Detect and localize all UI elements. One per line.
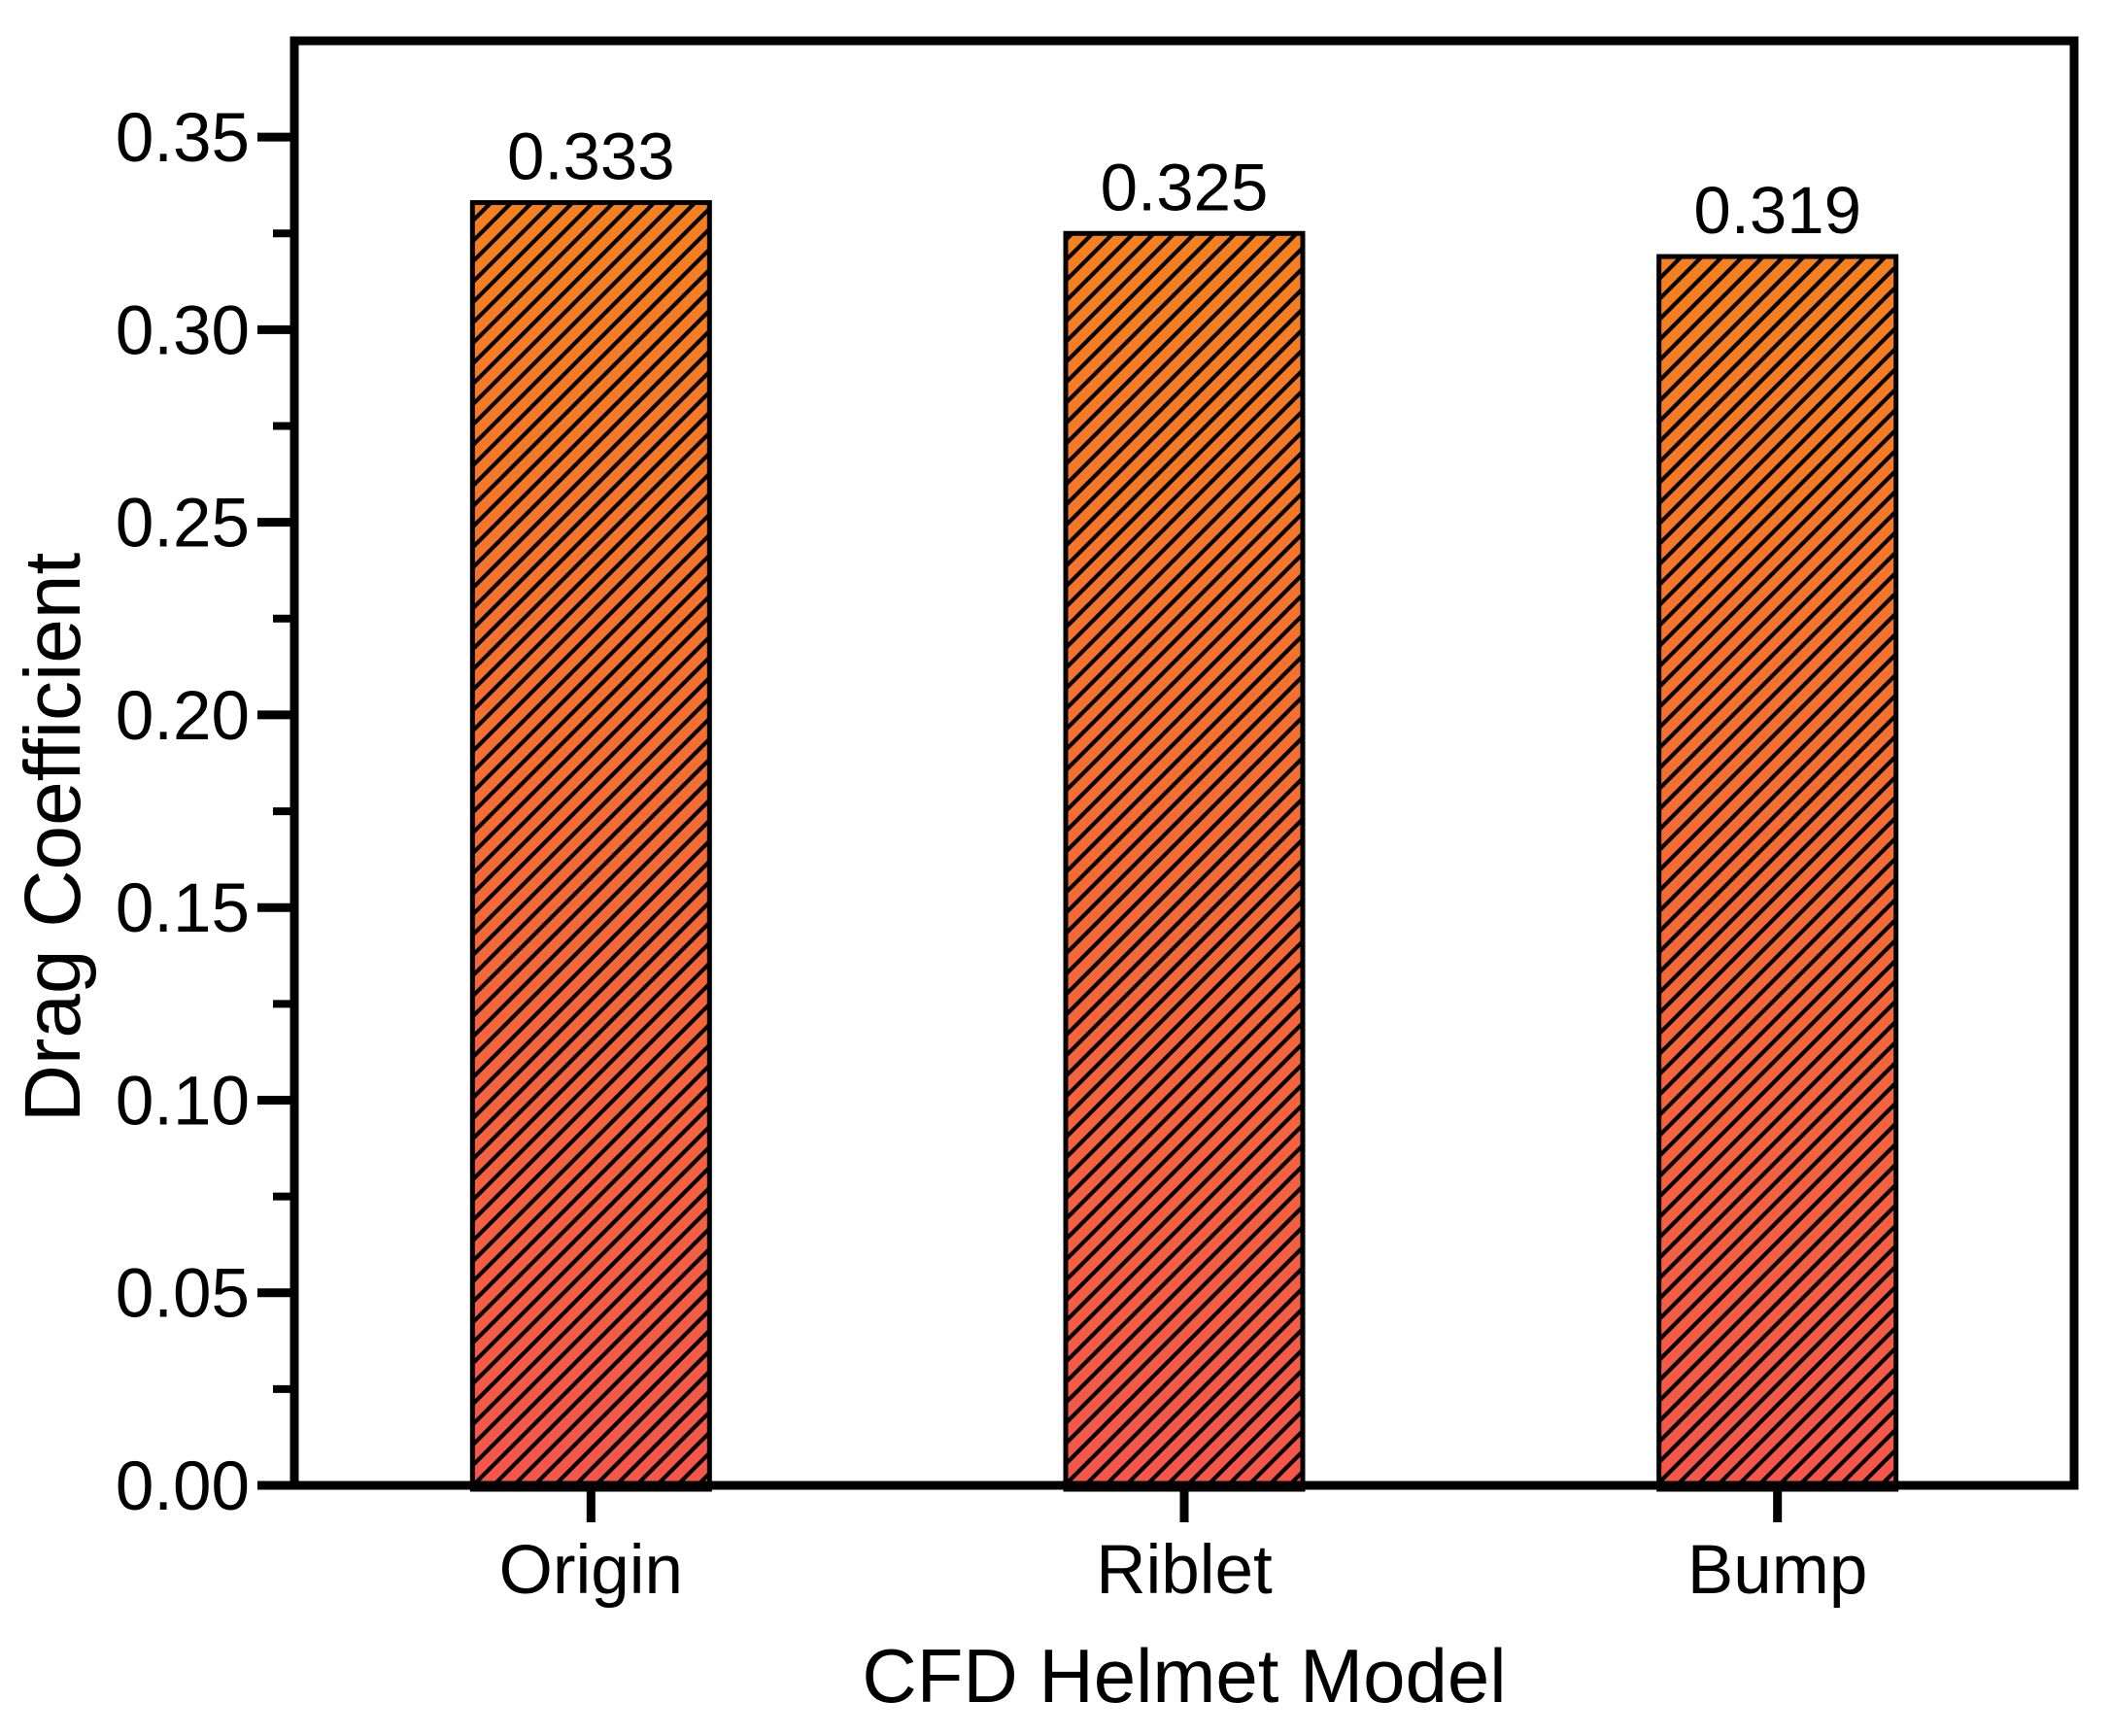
bar-value-label: 0.319 bbox=[1693, 173, 1861, 248]
plot-frame bbox=[290, 36, 2079, 1490]
bar-hatch-riblet bbox=[1066, 233, 1303, 1490]
x-axis-title: CFD Helmet Model bbox=[862, 1633, 1506, 1719]
bars-group bbox=[469, 200, 1899, 1492]
y-axis-tick-label: 0.20 bbox=[116, 678, 250, 755]
y-axis-title: Drag Coefficient bbox=[9, 553, 97, 1123]
y-axis-tick-label: 0.00 bbox=[116, 1448, 250, 1525]
x-axis-category-label: Origin bbox=[499, 1532, 683, 1609]
axis-ticks-group bbox=[257, 132, 1783, 1522]
x-axis-category-label: Riblet bbox=[1096, 1532, 1273, 1609]
bar-hatch-origin bbox=[472, 202, 710, 1490]
y-axis-tick-label: 0.35 bbox=[116, 100, 250, 177]
y-axis-tick-label: 0.10 bbox=[116, 1063, 250, 1140]
y-axis-tick-label: 0.25 bbox=[116, 486, 250, 562]
y-axis-tick-label: 0.05 bbox=[116, 1256, 250, 1333]
y-axis-tick-label: 0.15 bbox=[116, 870, 250, 947]
y-axis-tick-label: 0.30 bbox=[116, 292, 250, 369]
bar-value-label: 0.333 bbox=[507, 119, 675, 194]
bar-value-label: 0.325 bbox=[1101, 150, 1269, 224]
bar-hatch-bump bbox=[1658, 256, 1896, 1490]
x-axis-category-label: Bump bbox=[1687, 1532, 1867, 1609]
axis-labels-group: 0.333 Origin 0.325 Riblet 0.319 Bump 0.00 0.05 0… bbox=[116, 100, 1868, 1609]
